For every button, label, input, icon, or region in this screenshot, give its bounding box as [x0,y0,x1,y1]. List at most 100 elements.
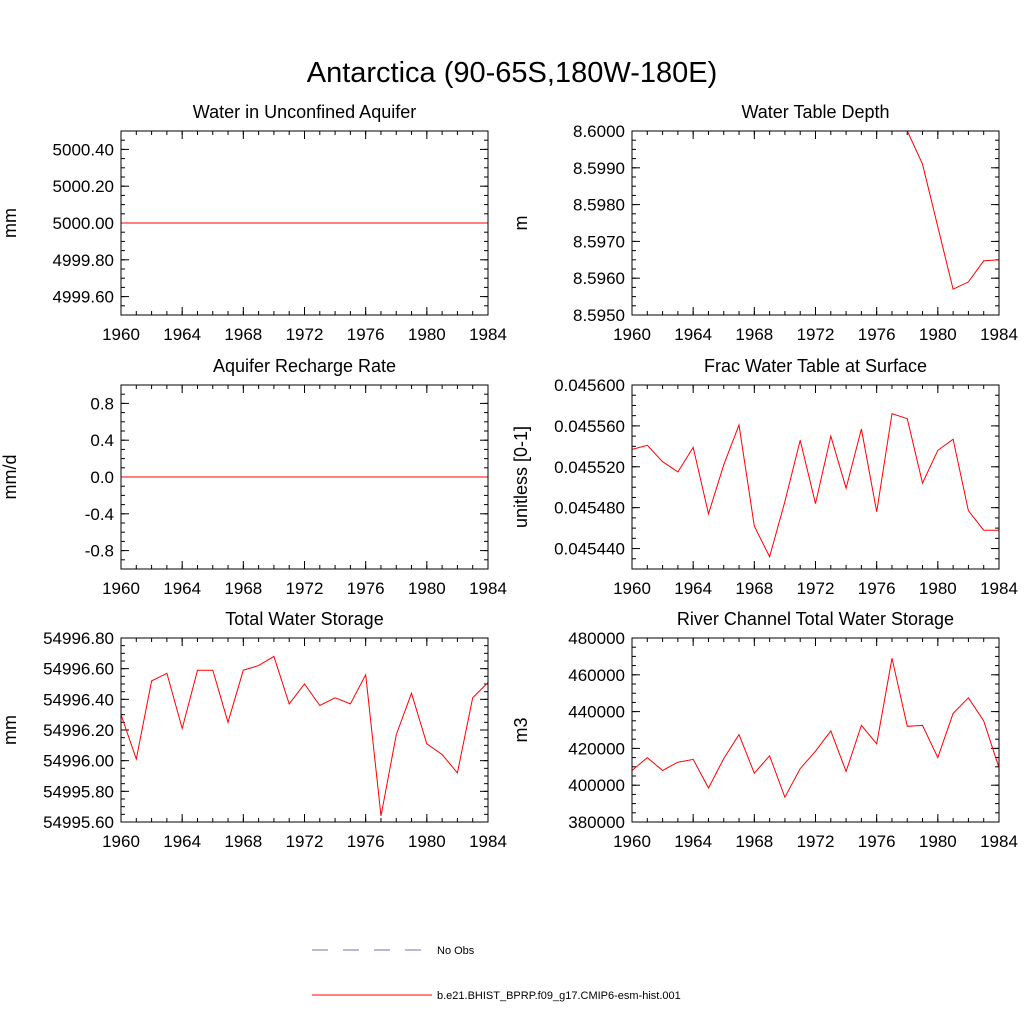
x-tick-label: 1980 [408,325,446,344]
plot-frame [120,637,489,823]
x-tick-label: 1984 [469,832,507,851]
series-line-total-water-storage [120,655,489,816]
x-tick-label: 1968 [735,579,773,598]
panel-river-channel-total-water-storage: 380000 400000 420000 440000 460000 480000 1960… [511,609,1018,851]
x-tick-label: 1960 [613,579,651,598]
y-tick-label: 54996.80 [43,629,114,648]
y-tick-label: 0.8 [90,394,114,413]
panel-title: Aquifer Recharge Rate [213,356,396,376]
figure-title: Antarctica (90-65S,180W-180E) [307,57,718,89]
y-tick-label: 54996.20 [43,721,114,740]
x-tick-label: 1964 [674,579,712,598]
y-tick-label: 54996.40 [43,690,114,709]
x-tick-label: 1960 [102,325,140,344]
x-tick-label: 1976 [858,832,896,851]
x-tick-label: 1964 [674,325,712,344]
y-tick-label: 380000 [568,813,625,832]
x-tick-label: 1980 [919,579,957,598]
x-tick-label: 1960 [102,832,140,851]
y-tick-label: 8.5960 [573,269,625,288]
panel-total-water-storage: 54995.60 54995.80 54996.00 54996.20 54996.40… [0,609,507,851]
x-tick-label: 1980 [919,832,957,851]
x-tick-label: 1968 [735,325,773,344]
panel-title: Frac Water Table at Surface [704,356,927,376]
y-tick-label: 460000 [568,666,625,685]
panel-water-in-unconfined-aquifer: 4999.60 4999.80 5000.00 5000.20 5000.40 1960 1… [0,102,507,344]
x-tick-label: 1968 [224,325,262,344]
y-axis-label: mm/d [0,455,20,500]
y-tick-label: 8.5990 [573,159,625,178]
y-tick-label: 4999.60 [53,288,114,307]
plot-frame [120,130,489,316]
x-tick-label: 1968 [224,579,262,598]
x-tick-label: 1984 [980,325,1018,344]
legend-label-model-run: b.e21.BHIST_BPRP.f09_g17.CMIP6-esm-hist.… [437,990,681,1002]
y-tick-label: 8.5980 [573,196,625,215]
y-tick-label: 5000.00 [53,214,114,233]
plot-frame [631,130,1000,316]
y-axis-label: mm [0,208,20,238]
y-tick-label: 400000 [568,776,625,795]
legend-label-no-obs: No Obs [437,945,475,957]
legend-entry-no-obs: No Obs [312,945,475,957]
plot-frame [631,384,1000,570]
panel-title: Water Table Depth [741,102,889,122]
panel-title: Water in Unconfined Aquifer [193,102,416,122]
x-tick-label: 1960 [613,325,651,344]
x-tick-label: 1972 [797,579,835,598]
x-tick-label: 1980 [408,832,446,851]
y-tick-label: 440000 [568,703,625,722]
y-tick-label: 54995.60 [43,813,114,832]
x-tick-label: 1976 [858,325,896,344]
y-axis-label: mm [0,715,20,745]
x-tick-label: 1984 [980,579,1018,598]
y-tick-label: -0.4 [85,505,114,524]
x-tick-label: 1960 [102,579,140,598]
x-tick-label: 1972 [797,325,835,344]
panel-title: Total Water Storage [225,609,383,629]
series-line-river-channel-total-water-storage [631,658,1000,799]
x-tick-label: 1984 [469,579,507,598]
x-tick-label: 1972 [286,325,324,344]
x-tick-label: 1980 [408,579,446,598]
y-tick-label: 8.5970 [573,232,625,251]
panel-aquifer-recharge-rate: -0.8 -0.4 0.0 0.4 0.8 1960 1964 1968 1972 1976 198… [0,356,507,598]
legend-entry-model-run: b.e21.BHIST_BPRP.f09_g17.CMIP6-esm-hist.… [312,990,681,1002]
y-tick-label: 0.045600 [554,376,625,395]
panels: 4999.60 4999.80 5000.00 5000.20 5000.40 1960 1… [0,102,1018,851]
x-tick-label: 1980 [919,325,957,344]
x-tick-label: 1972 [797,832,835,851]
x-tick-label: 1968 [224,832,262,851]
y-tick-label: 480000 [568,629,625,648]
x-tick-label: 1972 [286,579,324,598]
plot-frame [631,637,1000,823]
x-tick-label: 1976 [858,579,896,598]
y-axis-label: unitless [0-1] [511,426,531,528]
y-tick-label: 0.045520 [554,458,625,477]
x-tick-label: 1968 [735,832,773,851]
y-tick-label: 4999.80 [53,251,114,270]
x-tick-label: 1984 [980,832,1018,851]
x-tick-label: 1964 [163,832,201,851]
panel-frac-water-table-at-surface: 0.045440 0.045480 0.045520 0.045560 0.045600… [511,356,1018,598]
panel-title: River Channel Total Water Storage [677,609,954,629]
series-line-frac-water-table-at-surface [631,412,999,559]
series-line-water-table-depth [632,130,1000,290]
y-tick-label: 5000.20 [53,177,114,196]
y-tick-label: 5000.40 [53,140,114,159]
y-axis-label: m [511,216,531,231]
y-tick-label: 54995.80 [43,782,114,801]
y-tick-label: 0.045560 [554,417,625,436]
y-axis-label: m3 [511,717,531,742]
x-tick-label: 1964 [674,832,712,851]
x-tick-label: 1972 [286,832,324,851]
y-tick-label: 0.4 [90,431,114,450]
y-tick-label: 0.045440 [554,540,625,559]
y-tick-label: -0.8 [85,542,114,561]
legend: No Obs b.e21.BHIST_BPRP.f09_g17.CMIP6-es… [312,945,681,1002]
y-tick-label: 0.045480 [554,499,625,518]
x-tick-label: 1976 [347,832,385,851]
x-tick-label: 1960 [613,832,651,851]
y-tick-label: 54996.60 [43,660,114,679]
